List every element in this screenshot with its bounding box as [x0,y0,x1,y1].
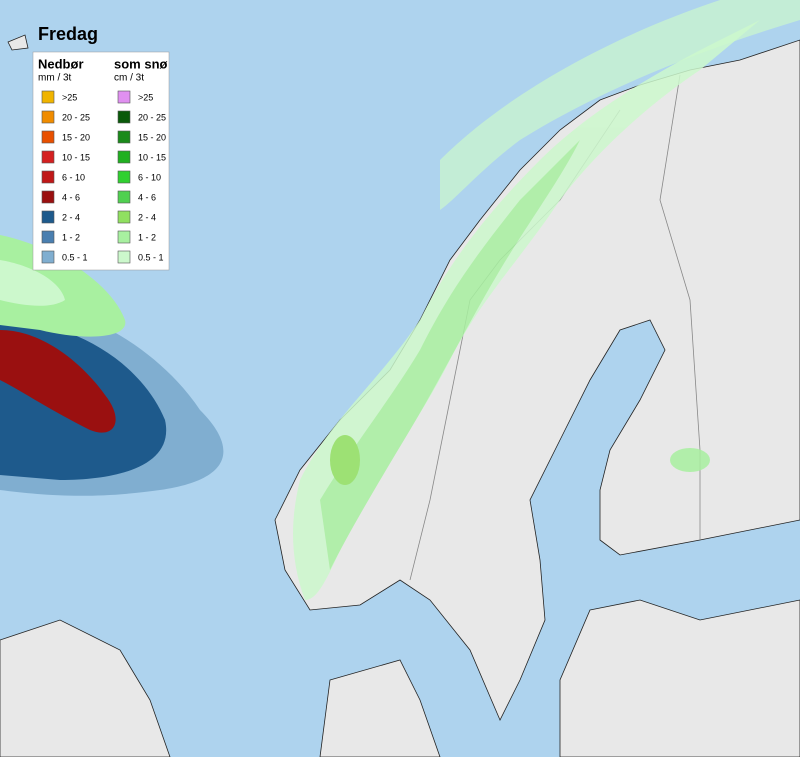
legend-swatch [41,110,55,124]
legend-box [32,51,170,271]
legend-label: 10 - 15 [138,152,166,162]
legend-title: som snø [114,56,168,71]
legend-label: 0.5 - 1 [62,252,88,262]
legend-swatch [41,90,55,104]
legend-swatch [117,90,131,104]
legend-swatch [117,150,131,164]
baltics [559,599,800,757]
storm-precipitation [0,235,224,496]
legend-label: 0.5 - 1 [138,252,164,262]
legend-unit: mm / 3t [38,73,72,84]
legend-swatch [41,150,55,164]
land [0,34,800,757]
legend-label: 4 - 6 [62,192,80,202]
precip-snow [0,235,126,337]
legend-label: 6 - 10 [62,172,85,182]
legend-label: 1 - 2 [62,232,80,242]
legend-label: 15 - 20 [62,132,90,142]
denmark [319,659,441,757]
island [7,34,29,51]
legend-label: 20 - 25 [138,112,166,122]
legend-swatch [41,210,55,224]
legend-swatch [41,190,55,204]
legend: Nedbør mm / 3t >25 20 - 25 15 - 20 10 - 15 6 -… [32,51,170,271]
snow-spot [330,435,360,485]
legend-label: 1 - 2 [138,232,156,242]
map-title: Fredag [38,24,98,44]
legend-swatch [117,130,131,144]
legend-label: 2 - 4 [138,212,156,222]
legend-label: 6 - 10 [138,172,161,182]
legend-swatch [41,130,55,144]
legend-label: 10 - 15 [62,152,90,162]
precip-snow-light [0,260,65,306]
land-precipitation [293,20,760,600]
legend-label: 15 - 20 [138,132,166,142]
legend-label: >25 [62,92,77,102]
legend-swatch [41,170,55,184]
legend-label: 20 - 25 [62,112,90,122]
scandinavia [274,39,800,721]
legend-swatch [41,250,55,264]
legend-label: 4 - 6 [138,192,156,202]
legend-label: 2 - 4 [62,212,80,222]
legend-label: >25 [138,92,153,102]
legend-swatch [117,250,131,264]
legend-swatch [117,190,131,204]
precip-heavy [0,330,116,433]
legend-swatch [117,110,131,124]
legend-swatch [41,230,55,244]
britain [0,619,171,757]
snow-medium [320,140,580,570]
legend-title: Nedbør [38,56,84,71]
snow-spot [670,448,710,472]
legend-swatch [117,170,131,184]
legend-unit: cm / 3t [114,73,144,84]
legend-swatch [117,230,131,244]
border [659,74,701,540]
legend-swatch [117,210,131,224]
snow-north [440,0,800,210]
